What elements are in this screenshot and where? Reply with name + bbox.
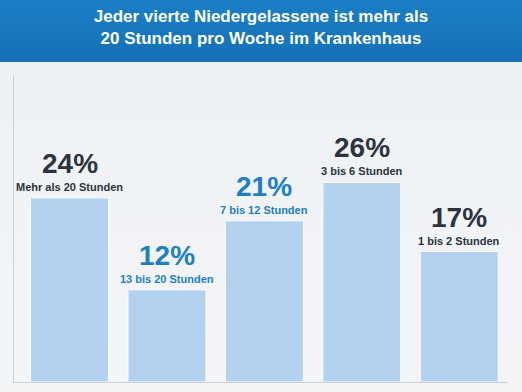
svg-text:24%: 24% [42,148,98,179]
svg-text:13 bis 20 Stunden: 13 bis 20 Stunden [120,273,214,285]
svg-text:17%: 17% [431,202,487,233]
svg-text:3 bis 6 Stunden: 3 bis 6 Stunden [321,165,403,177]
svg-text:12%: 12% [139,240,195,271]
svg-text:1 bis 2 Stunden: 1 bis 2 Stunden [418,235,500,247]
svg-text:Jeder vierte Niedergelassene i: Jeder vierte Niedergelassene ist mehr al… [94,7,429,48]
svg-text:Mehr als 20 Stunden: Mehr als 20 Stunden [16,181,123,193]
svg-text:26%: 26% [334,132,390,163]
svg-text:7 bis 12 Stunden: 7 bis 12 Stunden [220,204,308,216]
svg-text:21%: 21% [236,171,292,202]
